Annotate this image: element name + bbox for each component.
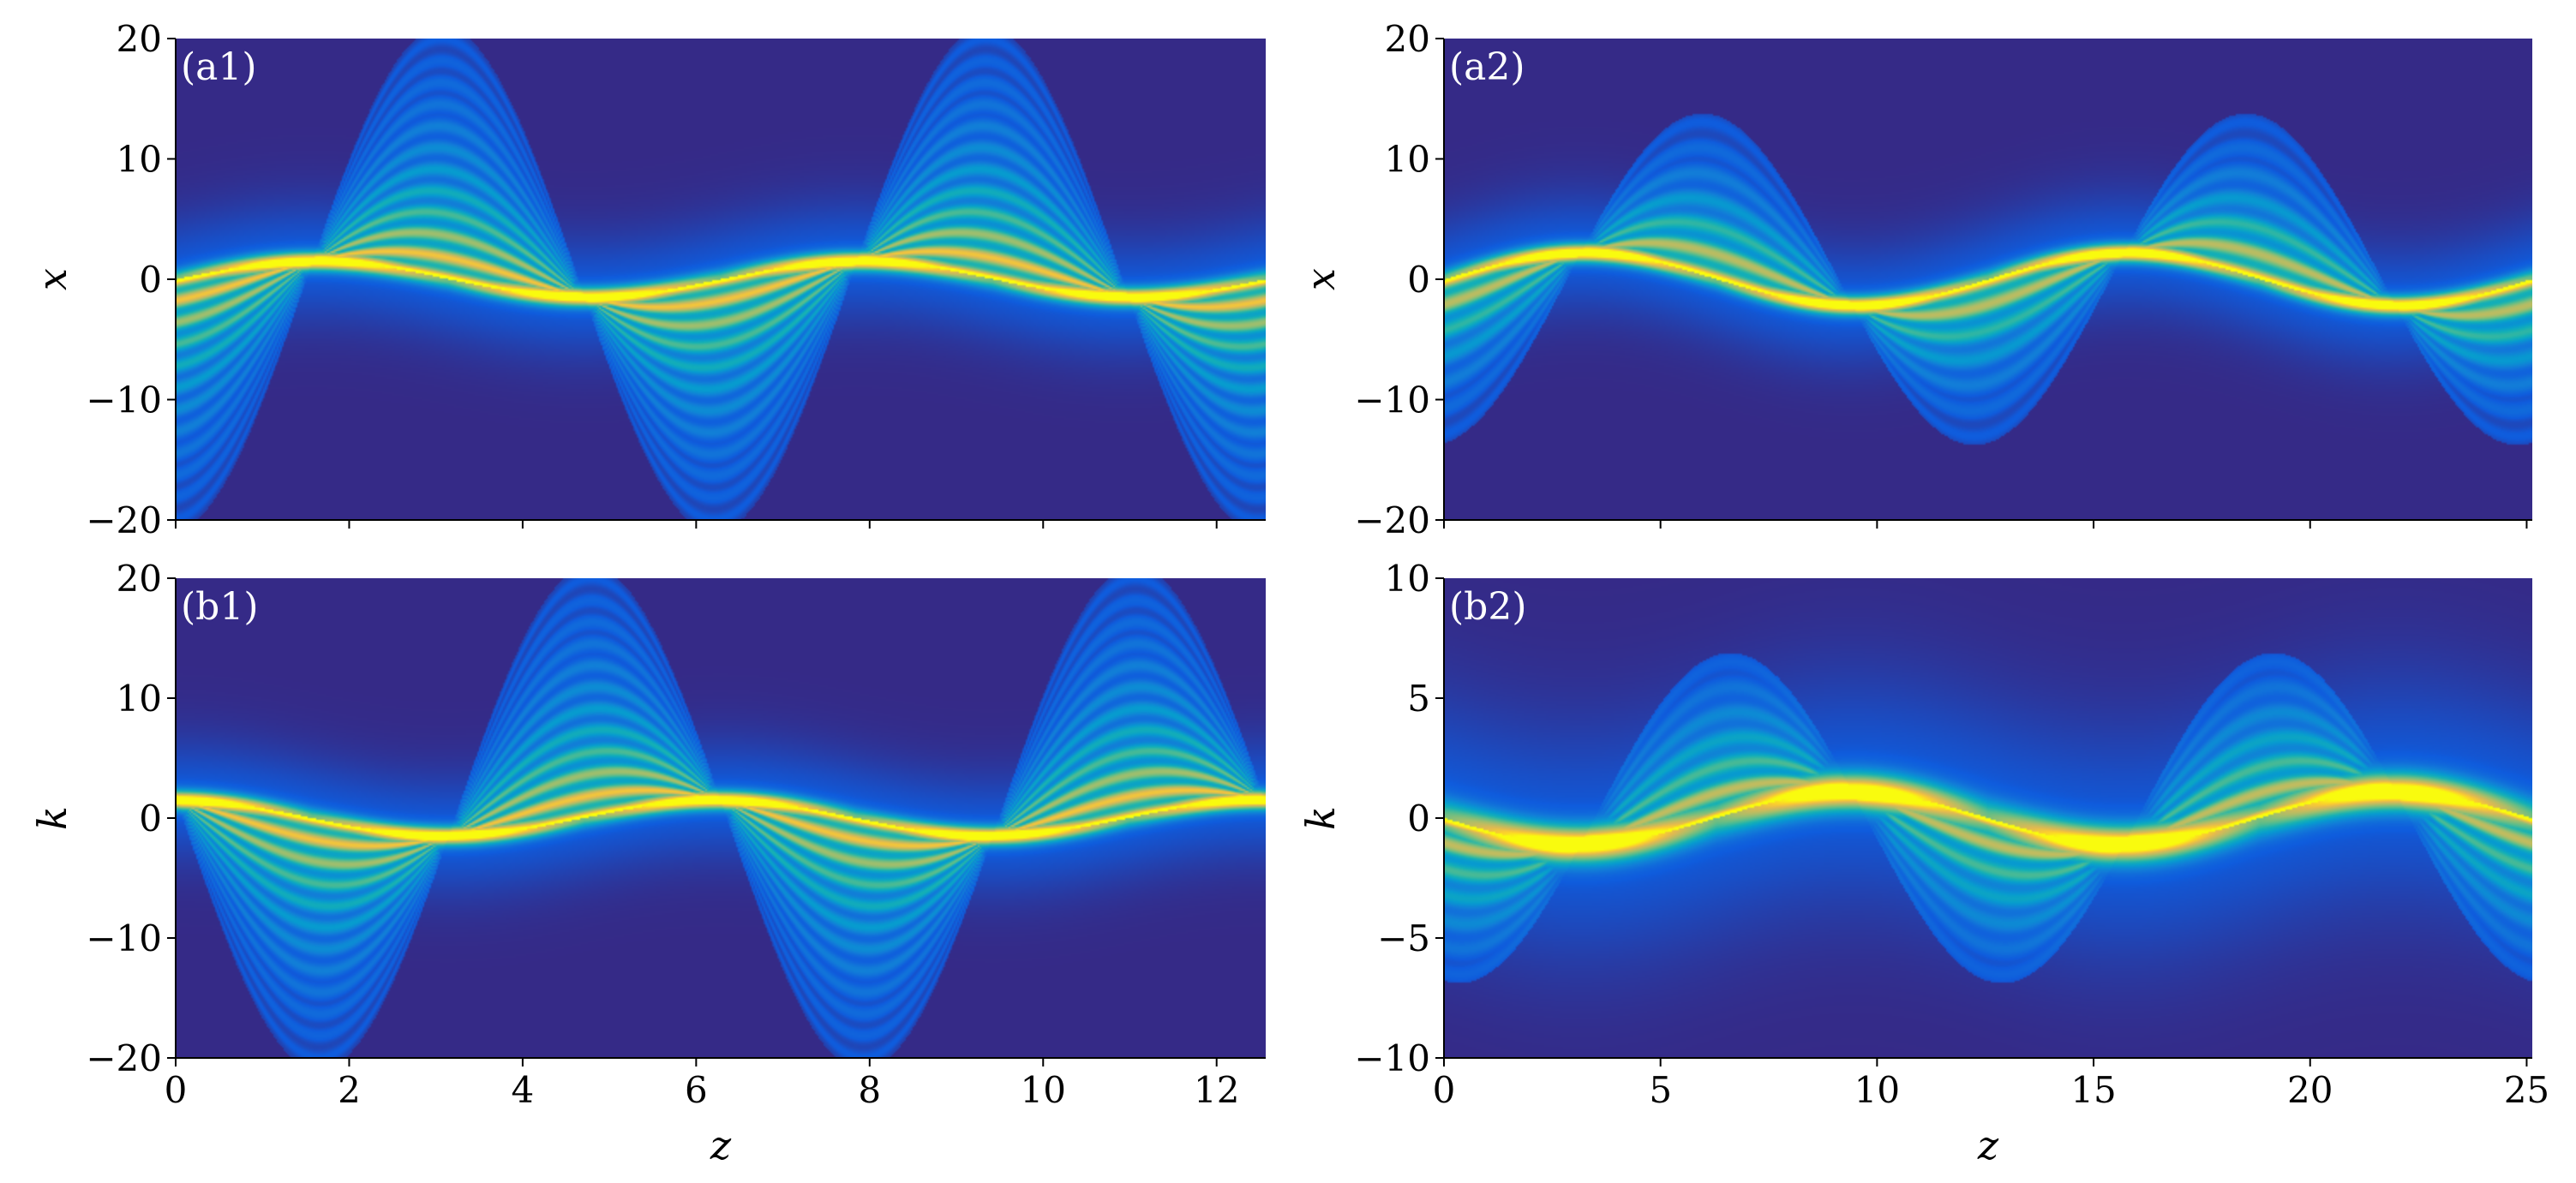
y-axis-label: x <box>29 268 75 290</box>
y-tick-label: −5 <box>1377 917 1430 959</box>
y-axis-label: k <box>29 806 75 830</box>
y-tick-label: 10 <box>117 678 162 720</box>
y-tick-label: 10 <box>1385 139 1430 181</box>
x-tick-label: 25 <box>2504 1069 2549 1111</box>
panel-a1: 20 10 0 −10 −20 x (a1) <box>29 18 1266 541</box>
heatmap-image <box>1444 578 2532 1058</box>
y-tick-label: −10 <box>1354 379 1430 421</box>
x-tick-label: 0 <box>1433 1069 1456 1111</box>
y-axis-label: k <box>1297 806 1344 830</box>
x-tick-label: 12 <box>1194 1069 1239 1111</box>
y-tick-label: −10 <box>1354 1037 1430 1079</box>
y-tick-label: 20 <box>117 558 162 600</box>
y-tick-label: 0 <box>139 259 162 301</box>
panel-label: (a1) <box>181 45 257 89</box>
x-tick-label: 10 <box>1854 1069 1900 1111</box>
y-tick-label: −20 <box>86 499 162 541</box>
panel-label: (b2) <box>1449 585 1527 629</box>
panel-a2: 20 10 0 −10 −20 x (a2) <box>1297 18 2532 541</box>
y-tick-label: −10 <box>86 917 162 959</box>
y-tick-label: 20 <box>1385 18 1430 60</box>
heatmap-image <box>1444 39 2532 520</box>
panels: 20100−10−20x(a1)20100−10−20x(a2)20100−10… <box>29 18 2549 1168</box>
y-tick-label: 0 <box>139 798 162 839</box>
x-tick-label: 0 <box>165 1069 188 1111</box>
y-tick-label: 10 <box>1385 558 1430 600</box>
x-tick-label: 6 <box>685 1069 708 1111</box>
y-tick-label: −10 <box>86 379 162 421</box>
y-tick-label: 20 <box>117 18 162 60</box>
y-tick-label: 5 <box>1407 678 1430 720</box>
x-axis-label: z <box>1977 1122 1999 1168</box>
x-tick-label: 8 <box>858 1069 881 1111</box>
x-tick-label: 2 <box>338 1069 361 1111</box>
y-tick-label: 10 <box>117 139 162 181</box>
y-tick-label: 0 <box>1407 259 1430 301</box>
heatmap-image <box>176 39 1266 520</box>
heatmap-image <box>176 578 1266 1058</box>
panel-label: (a2) <box>1449 45 1525 89</box>
y-tick-label: −20 <box>1354 499 1430 541</box>
x-tick-label: 5 <box>1649 1069 1672 1111</box>
panel-label: (b1) <box>181 585 259 629</box>
y-tick-label: −20 <box>86 1037 162 1079</box>
y-tick-label: 0 <box>1407 798 1430 839</box>
x-tick-label: 4 <box>512 1069 535 1111</box>
x-axis-label: z <box>710 1122 732 1168</box>
x-tick-label: 20 <box>2287 1069 2333 1111</box>
x-tick-label: 15 <box>2070 1069 2116 1111</box>
y-axis-label: x <box>1297 268 1344 290</box>
x-tick-label: 10 <box>1021 1069 1066 1111</box>
